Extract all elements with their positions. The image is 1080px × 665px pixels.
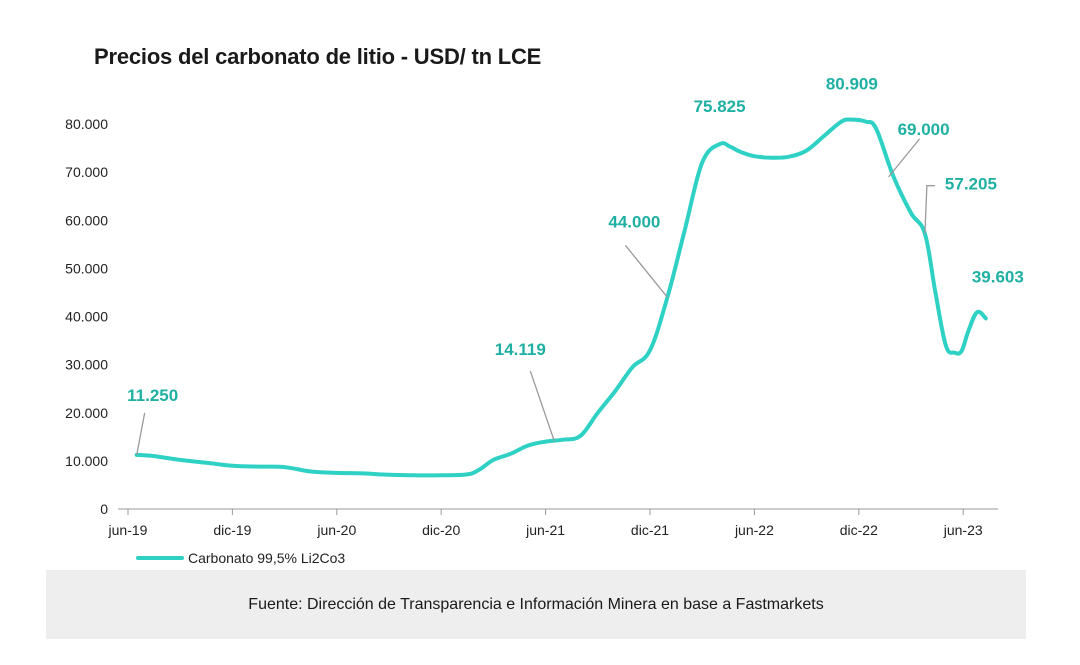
- y-tick-label: 80.000: [65, 116, 108, 132]
- source-footer: Fuente: Dirección de Transparencia e Inf…: [46, 570, 1026, 639]
- chart-card: Precios del carbonato de litio - USD/ tn…: [46, 32, 1026, 639]
- y-tick-label: 0: [100, 501, 108, 517]
- annotation-leader: [888, 138, 921, 178]
- annotation-layer: 11.250 14.119 44.000 75.825 80.909 69.000 57.2…: [127, 75, 1024, 456]
- x-tick-label: dic-22: [840, 522, 878, 538]
- data-label-11250: 11.250: [127, 386, 178, 405]
- data-label-69000: 69.000: [898, 120, 950, 139]
- y-tick-label: 60.000: [65, 212, 108, 228]
- x-tick-label: jun-20: [316, 522, 356, 538]
- y-axis: 0 10.000 20.000 30.000 40.000 50.000 60.000 70.…: [65, 116, 108, 517]
- x-axis: jun-19 dic-19 jun-20 dic-20 jun-21 dic-21 jun-…: [108, 508, 998, 538]
- annotation-leader: [624, 244, 668, 298]
- y-tick-label: 10.000: [65, 453, 108, 469]
- y-tick-label: 40.000: [65, 309, 108, 325]
- x-tick-label: dic-21: [631, 522, 669, 538]
- series-layer: [134, 117, 988, 478]
- data-label-44000: 44.000: [608, 212, 660, 231]
- x-tick-label: dic-19: [213, 522, 251, 538]
- y-tick-label: 70.000: [65, 164, 108, 180]
- x-tick-label: jun-21: [525, 522, 565, 538]
- chart-title: Precios del carbonato de litio - USD/ tn…: [94, 44, 542, 69]
- legend: Carbonato 99,5% Li2Co3: [136, 550, 345, 566]
- line-chart: 0 10.000 20.000 30.000 40.000 50.000 60.000 70.…: [65, 75, 1024, 566]
- data-label-39603: 39.603: [972, 267, 1024, 286]
- x-tick-label: jun-19: [108, 522, 148, 538]
- y-tick-label: 30.000: [65, 357, 108, 373]
- y-tick-label: 50.000: [65, 260, 108, 276]
- source-text: Fuente: Dirección de Transparencia e Inf…: [248, 595, 824, 613]
- series-line-carbonato: [134, 117, 988, 478]
- y-tick-label: 20.000: [65, 405, 108, 421]
- x-tick-label: jun-22: [734, 522, 774, 538]
- x-tick-label: jun-23: [943, 522, 983, 538]
- data-label-75825: 75.825: [694, 97, 746, 116]
- annotation-leader: [529, 370, 555, 442]
- data-label-14119: 14.119: [495, 340, 546, 359]
- annotation-leader: [924, 185, 935, 234]
- legend-label: Carbonato 99,5% Li2Co3: [188, 550, 345, 566]
- data-label-57205: 57.205: [945, 175, 997, 194]
- x-tick-label: dic-20: [422, 522, 460, 538]
- data-label-80909: 80.909: [826, 75, 878, 94]
- annotation-leader: [136, 412, 146, 456]
